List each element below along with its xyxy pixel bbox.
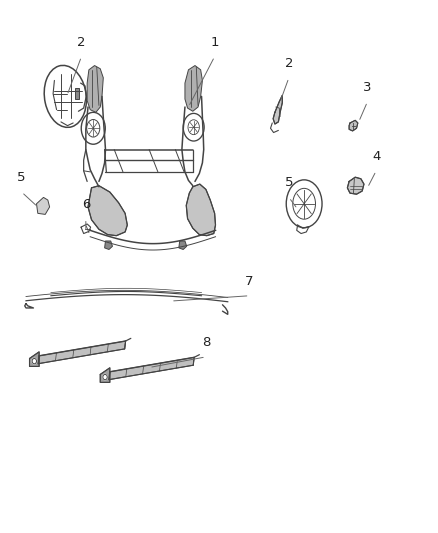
Polygon shape [88,185,127,236]
Text: 4: 4 [372,150,380,163]
Text: 2: 2 [285,57,293,70]
Text: 6: 6 [81,198,90,211]
Text: 7: 7 [245,275,254,288]
Polygon shape [186,184,215,236]
Text: 1: 1 [210,36,219,49]
Polygon shape [349,120,358,131]
Polygon shape [75,88,79,99]
Text: 2: 2 [77,36,86,49]
Text: 3: 3 [363,80,372,94]
Text: 5: 5 [18,171,26,184]
Polygon shape [38,341,126,364]
Polygon shape [100,368,110,382]
Polygon shape [179,241,187,249]
Polygon shape [87,66,103,112]
Polygon shape [109,357,194,379]
Polygon shape [36,197,49,214]
Circle shape [32,359,36,364]
Text: 5: 5 [285,176,293,189]
Polygon shape [29,352,39,367]
Text: 8: 8 [202,336,210,349]
Polygon shape [105,241,113,249]
Polygon shape [185,66,202,111]
Polygon shape [273,95,283,124]
Circle shape [103,374,107,379]
Polygon shape [347,177,364,194]
